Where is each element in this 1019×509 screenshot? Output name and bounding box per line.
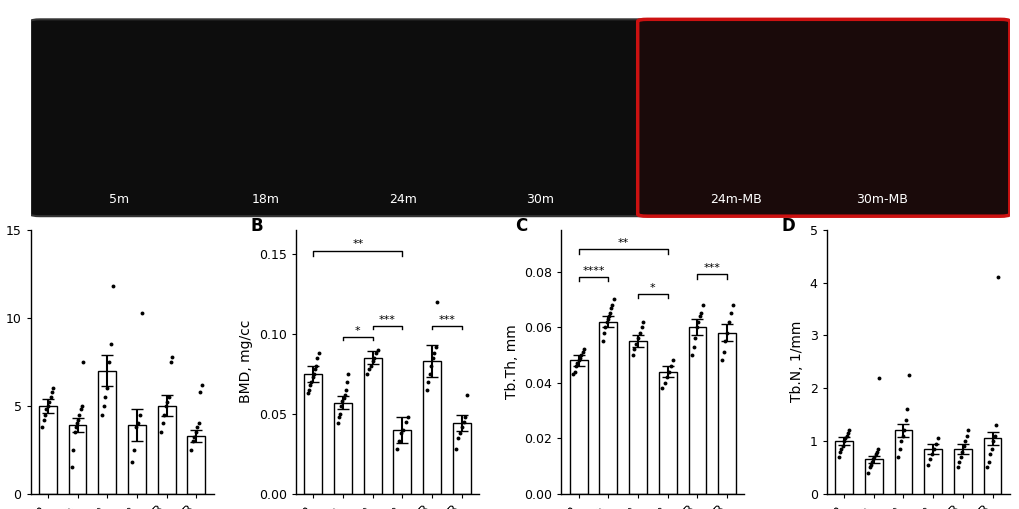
Bar xyxy=(599,322,616,494)
Bar xyxy=(423,361,440,494)
Bar xyxy=(717,333,736,494)
Bar xyxy=(393,430,411,494)
Text: D: D xyxy=(781,217,794,235)
Text: 24m: 24m xyxy=(388,193,416,206)
Text: ****: **** xyxy=(582,266,604,276)
Text: 5m: 5m xyxy=(109,193,128,206)
FancyBboxPatch shape xyxy=(637,19,1009,216)
Bar xyxy=(98,371,116,494)
Bar xyxy=(953,449,971,494)
Text: ***: *** xyxy=(438,315,454,325)
FancyBboxPatch shape xyxy=(31,19,1009,216)
Bar xyxy=(864,460,881,494)
Bar xyxy=(658,372,676,494)
Bar xyxy=(39,406,57,494)
Text: 18m: 18m xyxy=(252,193,279,206)
Text: 24m-MB: 24m-MB xyxy=(709,193,761,206)
Bar xyxy=(688,327,706,494)
Text: ***: *** xyxy=(703,263,720,273)
Bar xyxy=(894,431,911,494)
Bar xyxy=(333,403,352,494)
Y-axis label: Tb.Th, mm: Tb.Th, mm xyxy=(504,324,519,399)
Text: **: ** xyxy=(352,239,363,249)
Bar xyxy=(452,423,470,494)
Bar xyxy=(570,360,587,494)
Text: ***: *** xyxy=(379,315,395,325)
Bar xyxy=(304,374,322,494)
Text: **: ** xyxy=(616,238,628,248)
Bar xyxy=(629,341,646,494)
Text: 30m: 30m xyxy=(525,193,553,206)
Bar xyxy=(982,438,1001,494)
Text: *: * xyxy=(649,283,655,293)
Text: 30m-MB: 30m-MB xyxy=(856,193,908,206)
Bar xyxy=(187,436,205,494)
Bar xyxy=(923,449,942,494)
Bar xyxy=(128,425,146,494)
Text: B: B xyxy=(250,217,263,235)
Bar xyxy=(364,358,381,494)
Text: C: C xyxy=(516,217,528,235)
Bar xyxy=(158,406,175,494)
Y-axis label: Tb.N, 1/mm: Tb.N, 1/mm xyxy=(790,321,803,403)
Text: *: * xyxy=(355,326,361,336)
Bar xyxy=(835,441,852,494)
Bar xyxy=(68,425,87,494)
Y-axis label: BMD, mg/cc: BMD, mg/cc xyxy=(239,320,253,404)
